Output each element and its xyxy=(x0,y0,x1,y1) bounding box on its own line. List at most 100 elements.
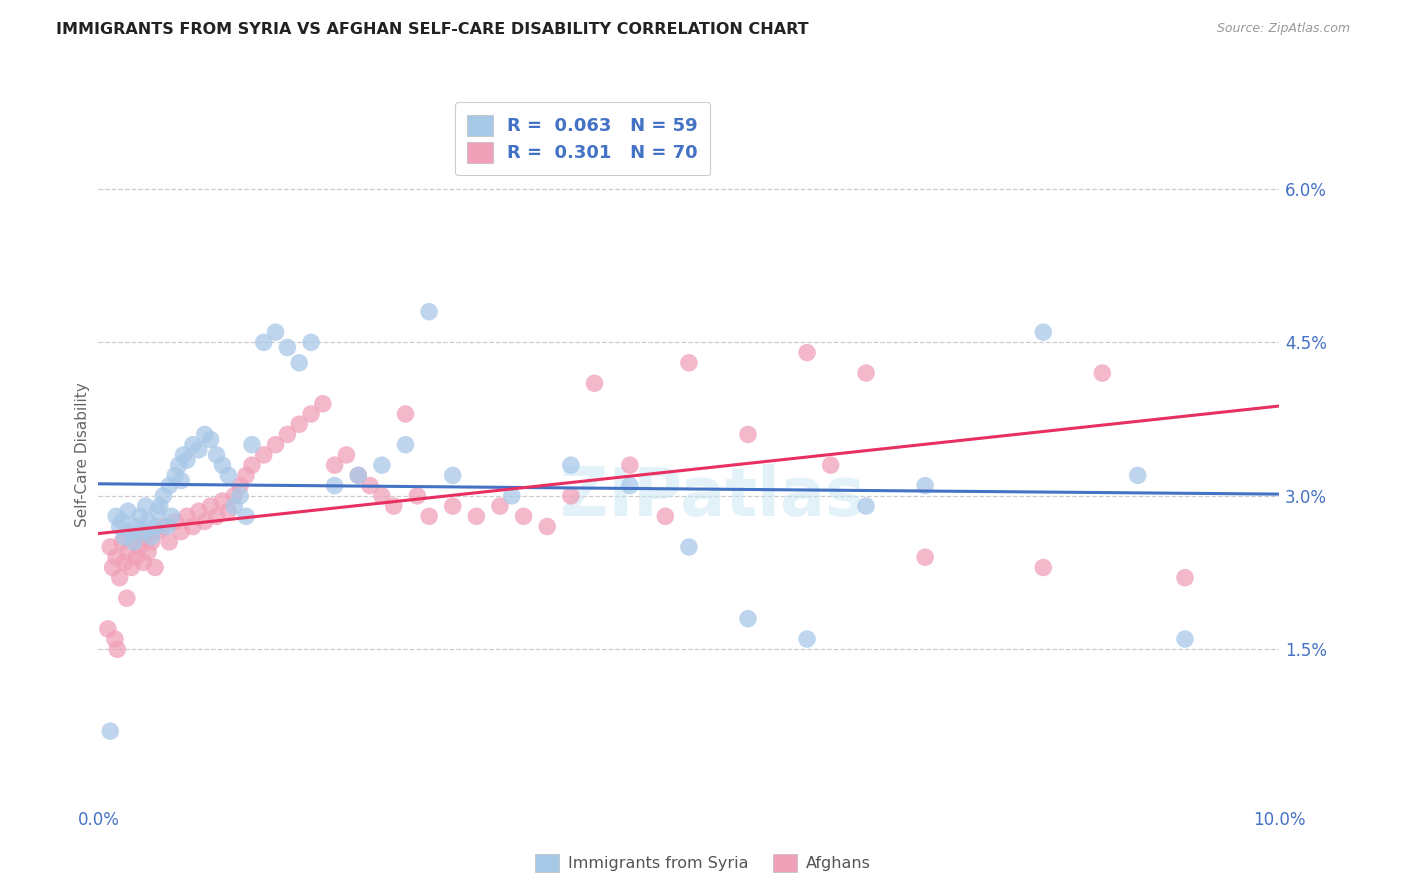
Point xyxy=(176,509,198,524)
Point xyxy=(560,489,582,503)
Point xyxy=(512,509,534,524)
Point xyxy=(501,489,523,503)
Point xyxy=(104,632,127,646)
Point xyxy=(224,499,246,513)
Point xyxy=(276,427,298,442)
Point xyxy=(820,458,842,472)
Point xyxy=(125,519,148,533)
Point xyxy=(165,468,187,483)
Point xyxy=(229,489,252,503)
Point xyxy=(194,515,217,529)
Point xyxy=(181,519,204,533)
Point xyxy=(235,468,257,483)
Point xyxy=(235,509,257,524)
Point xyxy=(167,458,190,472)
Point xyxy=(205,509,228,524)
Point xyxy=(176,453,198,467)
Point xyxy=(117,545,139,559)
Point xyxy=(855,366,877,380)
Point xyxy=(217,504,239,518)
Point xyxy=(1091,366,1114,380)
Point xyxy=(359,478,381,492)
Point xyxy=(132,524,155,539)
Point xyxy=(122,530,145,544)
Point xyxy=(136,515,159,529)
Point xyxy=(160,509,183,524)
Point xyxy=(1126,468,1149,483)
Point xyxy=(135,499,157,513)
Point xyxy=(111,535,134,549)
Point xyxy=(98,724,121,739)
Point xyxy=(619,458,641,472)
Point xyxy=(97,622,120,636)
Point xyxy=(394,438,416,452)
Point xyxy=(143,519,166,533)
Point xyxy=(149,499,172,513)
Point xyxy=(1032,325,1054,339)
Legend: R =  0.063   N = 59, R =  0.301   N = 70: R = 0.063 N = 59, R = 0.301 N = 70 xyxy=(454,103,710,176)
Point xyxy=(136,545,159,559)
Point xyxy=(264,325,287,339)
Point xyxy=(156,519,179,533)
Point xyxy=(914,478,936,492)
Point xyxy=(654,509,676,524)
Point xyxy=(211,494,233,508)
Point xyxy=(157,478,180,492)
Point xyxy=(105,642,128,657)
Point xyxy=(105,550,128,565)
Point xyxy=(172,448,194,462)
Point xyxy=(1174,632,1197,646)
Point xyxy=(152,519,174,533)
Point xyxy=(323,478,346,492)
Point xyxy=(347,468,370,483)
Point xyxy=(312,397,335,411)
Point xyxy=(560,458,582,472)
Point xyxy=(157,535,180,549)
Point xyxy=(135,530,157,544)
Point xyxy=(240,458,263,472)
Legend: Immigrants from Syria, Afghans: Immigrants from Syria, Afghans xyxy=(527,847,879,880)
Point xyxy=(187,504,209,518)
Point xyxy=(441,468,464,483)
Point xyxy=(108,571,131,585)
Point xyxy=(128,540,150,554)
Point xyxy=(796,345,818,359)
Point xyxy=(240,438,263,452)
Point xyxy=(914,550,936,565)
Point xyxy=(98,540,121,554)
Point xyxy=(382,499,405,513)
Point xyxy=(112,555,135,569)
Point xyxy=(441,499,464,513)
Point xyxy=(371,489,394,503)
Y-axis label: Self-Care Disability: Self-Care Disability xyxy=(75,383,90,527)
Point xyxy=(217,468,239,483)
Point xyxy=(205,448,228,462)
Point xyxy=(394,407,416,421)
Point xyxy=(105,509,128,524)
Point xyxy=(1174,571,1197,585)
Point xyxy=(200,433,222,447)
Point xyxy=(796,632,818,646)
Point xyxy=(299,335,322,350)
Point xyxy=(108,519,131,533)
Text: ZIPatlas: ZIPatlas xyxy=(560,464,865,530)
Point xyxy=(121,560,143,574)
Point xyxy=(229,478,252,492)
Point xyxy=(115,591,138,606)
Point xyxy=(224,489,246,503)
Point xyxy=(111,515,134,529)
Point xyxy=(855,499,877,513)
Point xyxy=(619,478,641,492)
Text: Source: ZipAtlas.com: Source: ZipAtlas.com xyxy=(1216,22,1350,36)
Point xyxy=(288,356,311,370)
Point xyxy=(132,555,155,569)
Point xyxy=(347,468,370,483)
Point xyxy=(141,535,163,549)
Point xyxy=(125,550,148,565)
Point xyxy=(276,341,298,355)
Point xyxy=(170,474,193,488)
Point xyxy=(418,304,440,318)
Point xyxy=(737,612,759,626)
Point xyxy=(489,499,512,513)
Point xyxy=(146,524,169,539)
